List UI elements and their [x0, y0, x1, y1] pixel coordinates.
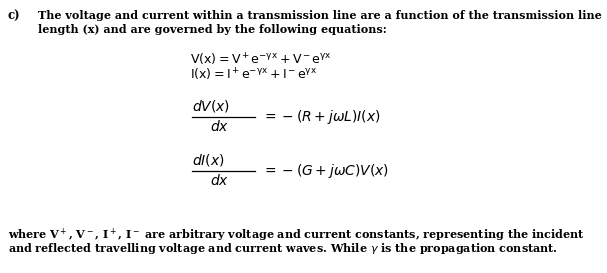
Text: $dV(x)$: $dV(x)$: [192, 98, 230, 114]
Text: $\mathrm{V(x) = V^+e^{-\gamma x}+ V^-e^{\gamma x}}$: $\mathrm{V(x) = V^+e^{-\gamma x}+ V^-e^{…: [190, 52, 331, 68]
Text: c): c): [8, 10, 21, 23]
Text: $dI(x)$: $dI(x)$: [192, 152, 225, 168]
Text: where V$^+$, V$^-$, I$^+$, I$^-$ are arbitrary voltage and current constants, re: where V$^+$, V$^-$, I$^+$, I$^-$ are arb…: [8, 227, 585, 244]
Text: and reflected travelling voltage and current waves. While $\gamma$ is the propag: and reflected travelling voltage and cur…: [8, 241, 558, 256]
Text: $= -(R + j\omega L)I(x)$: $= -(R + j\omega L)I(x)$: [262, 108, 381, 126]
Text: length (x) and are governed by the following equations:: length (x) and are governed by the follo…: [38, 24, 387, 35]
Text: $dx$: $dx$: [210, 173, 229, 188]
Text: $\mathrm{I(x) = I^+e^{-\gamma x}+ I^-e^{\gamma x}}$: $\mathrm{I(x) = I^+e^{-\gamma x}+ I^-e^{…: [190, 67, 317, 83]
Text: $= -(G + j\omega C)V(x)$: $= -(G + j\omega C)V(x)$: [262, 162, 389, 180]
Text: The voltage and current within a transmission line are a function of the transmi: The voltage and current within a transmi…: [38, 10, 602, 21]
Text: $dx$: $dx$: [210, 119, 229, 134]
